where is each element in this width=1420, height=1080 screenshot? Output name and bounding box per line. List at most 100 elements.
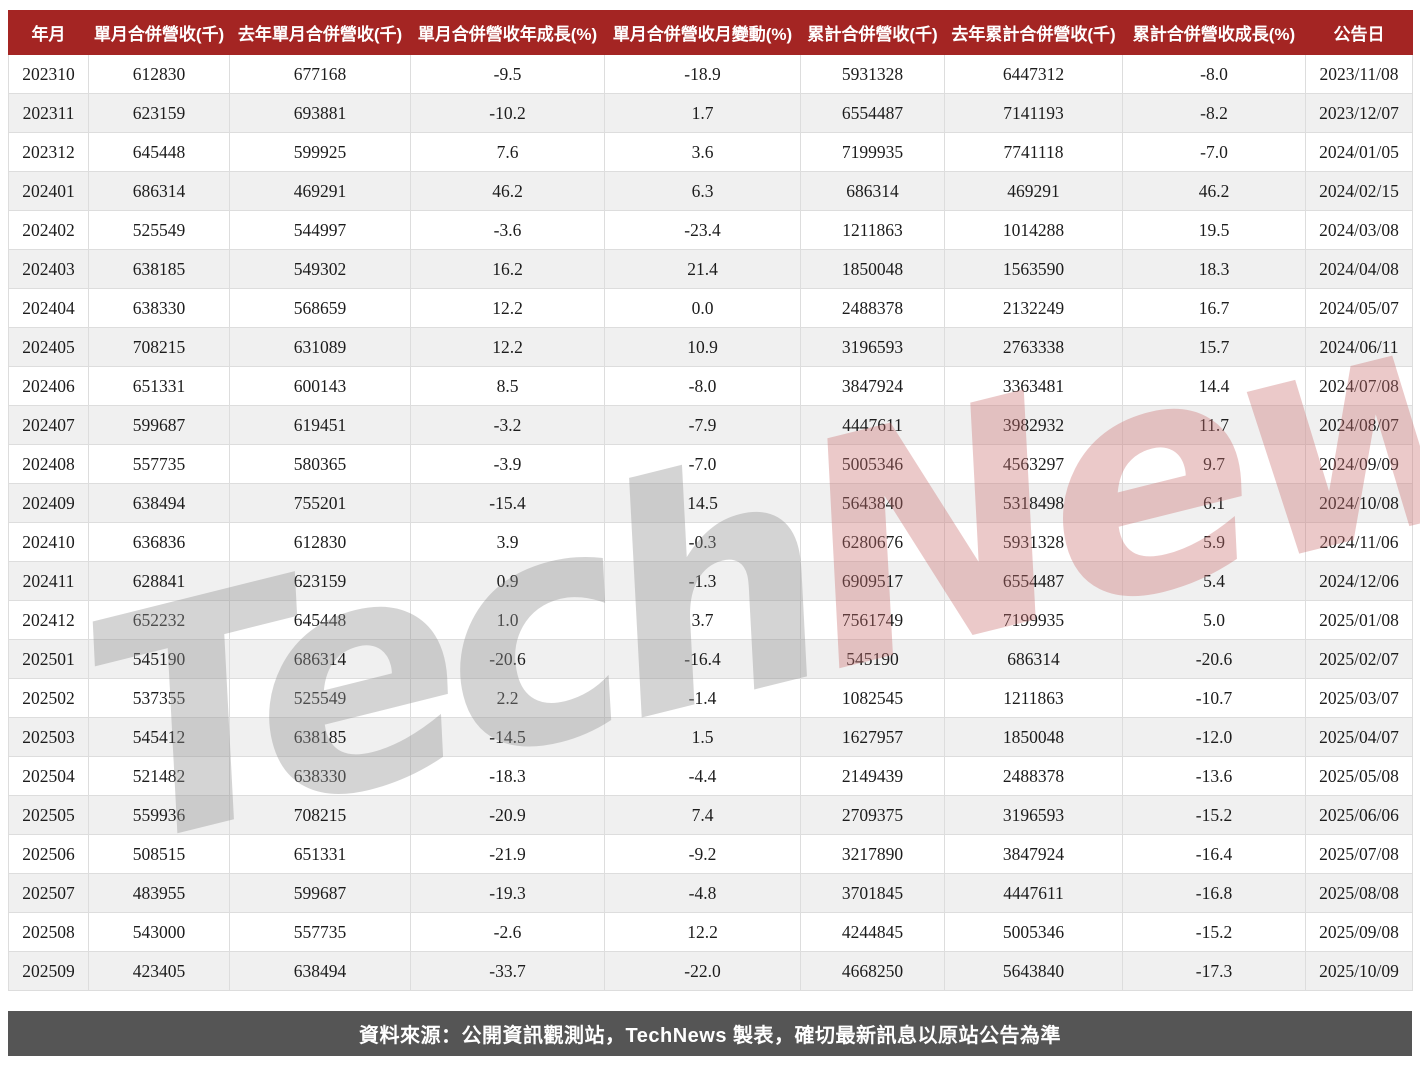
column-header-2: 去年單月合併營收(千) — [229, 10, 411, 55]
header-row: 年月 單月合併營收(千) 去年單月合併營收(千) 單月合併營收年成長(%) 單月合併營收… — [8, 10, 1413, 55]
table-cell: 525549 — [88, 210, 230, 250]
table-cell: 11.7 — [1122, 405, 1306, 445]
table-cell: 3701845 — [800, 873, 945, 913]
table-cell: 2025/04/07 — [1305, 717, 1413, 757]
table-cell: 638494 — [229, 951, 411, 991]
table-cell: 4447611 — [944, 873, 1123, 913]
table-cell: 599925 — [229, 132, 411, 172]
table-row: 202405 708215 631089 12.2 10.9 3196593 2763338… — [8, 327, 1413, 367]
table-cell: 2024/05/07 — [1305, 288, 1413, 328]
table-cell: 5643840 — [800, 483, 945, 523]
table-cell: 1082545 — [800, 678, 945, 718]
table-cell: 7141193 — [944, 93, 1123, 133]
table-cell: 686314 — [229, 639, 411, 679]
table-row: 202406 651331 600143 8.5 -8.0 3847924 3363481 1… — [8, 366, 1413, 406]
table-cell: 2025/10/09 — [1305, 951, 1413, 991]
table-cell: 2024/10/08 — [1305, 483, 1413, 523]
table-cell: 6909517 — [800, 561, 945, 601]
table-cell: 6.3 — [604, 171, 801, 211]
table-cell: -3.9 — [410, 444, 605, 484]
table-cell: 7.4 — [604, 795, 801, 835]
table-row: 202311 623159 693881 -10.2 1.7 6554487 7141193… — [8, 93, 1413, 133]
table-cell: 612830 — [88, 54, 230, 94]
source-note-text: 資料來源：公開資訊觀測站，TechNews 製表，確切最新訊息以原站公告為準 — [359, 1025, 1061, 1047]
table-cell: 202402 — [8, 210, 89, 250]
table-cell: 2709375 — [800, 795, 945, 835]
table-cell: 202507 — [8, 873, 89, 913]
table-cell: 202408 — [8, 444, 89, 484]
table-cell: 202401 — [8, 171, 89, 211]
table-cell: 708215 — [88, 327, 230, 367]
table-row: 202503 545412 638185 -14.5 1.5 1627957 1850048… — [8, 717, 1413, 757]
table-cell: -12.0 — [1122, 717, 1306, 757]
table-cell: 202502 — [8, 678, 89, 718]
table-cell: 5.0 — [1122, 600, 1306, 640]
table-cell: 645448 — [229, 600, 411, 640]
table-cell: -13.6 — [1122, 756, 1306, 796]
table-cell: 2024/04/08 — [1305, 249, 1413, 289]
table-cell: 2025/07/08 — [1305, 834, 1413, 874]
table-cell: 645448 — [88, 132, 230, 172]
table-cell: 1.5 — [604, 717, 801, 757]
table-cell: 7741118 — [944, 132, 1123, 172]
table-cell: 6280676 — [800, 522, 945, 562]
table-cell: 3847924 — [944, 834, 1123, 874]
table-cell: 686314 — [88, 171, 230, 211]
table-cell: 619451 — [229, 405, 411, 445]
table-cell: -18.3 — [410, 756, 605, 796]
table-row: 202411 628841 623159 0.9 -1.3 6909517 6554487 5… — [8, 561, 1413, 601]
table-cell: 202310 — [8, 54, 89, 94]
table-cell: 202407 — [8, 405, 89, 445]
table-cell: 686314 — [800, 171, 945, 211]
table-cell: -21.9 — [410, 834, 605, 874]
table-cell: 21.4 — [604, 249, 801, 289]
table-cell: 623159 — [229, 561, 411, 601]
table-cell: 2149439 — [800, 756, 945, 796]
table-cell: 677168 — [229, 54, 411, 94]
table-cell: -33.7 — [410, 951, 605, 991]
table-row: 202505 559936 708215 -20.9 7.4 2709375 3196593… — [8, 795, 1413, 835]
table-row: 202404 638330 568659 12.2 0.0 2488378 2132249 1… — [8, 288, 1413, 328]
table-cell: 202503 — [8, 717, 89, 757]
table-cell: 9.7 — [1122, 444, 1306, 484]
table-cell: -19.3 — [410, 873, 605, 913]
table-cell: -3.2 — [410, 405, 605, 445]
table-cell: 628841 — [88, 561, 230, 601]
table-cell: 3982932 — [944, 405, 1123, 445]
column-header-7: 累計合併營收成長(%) — [1122, 10, 1306, 55]
table-cell: 508515 — [88, 834, 230, 874]
table-cell: -8.0 — [604, 366, 801, 406]
table-cell: 202311 — [8, 93, 89, 133]
table-cell: 755201 — [229, 483, 411, 523]
table-cell: -16.4 — [1122, 834, 1306, 874]
table-cell: 5005346 — [944, 912, 1123, 952]
table-cell: 3196593 — [944, 795, 1123, 835]
table-cell: 16.7 — [1122, 288, 1306, 328]
table-cell: -20.6 — [1122, 639, 1306, 679]
table-cell: 2763338 — [944, 327, 1123, 367]
column-header-1: 單月合併營收(千) — [88, 10, 230, 55]
table-row: 202402 525549 544997 -3.6 -23.4 1211863 101428… — [8, 210, 1413, 250]
table-cell: 651331 — [229, 834, 411, 874]
table-cell: 708215 — [229, 795, 411, 835]
table-cell: 2023/11/08 — [1305, 54, 1413, 94]
table-cell: 12.2 — [604, 912, 801, 952]
table-cell: -10.7 — [1122, 678, 1306, 718]
table-cell: 612830 — [229, 522, 411, 562]
table-row: 202410 636836 612830 3.9 -0.3 6280676 5931328 5… — [8, 522, 1413, 562]
table-cell: 16.2 — [410, 249, 605, 289]
table-cell: 202403 — [8, 249, 89, 289]
table-cell: 483955 — [88, 873, 230, 913]
table-cell: 2132249 — [944, 288, 1123, 328]
table-cell: 521482 — [88, 756, 230, 796]
column-header-0: 年月 — [8, 10, 89, 55]
table-row: 202506 508515 651331 -21.9 -9.2 3217890 384792… — [8, 834, 1413, 874]
table-row: 202401 686314 469291 46.2 6.3 686314 469291 46.… — [8, 171, 1413, 211]
table-cell: 5318498 — [944, 483, 1123, 523]
table-cell: -0.3 — [604, 522, 801, 562]
table-cell: 1850048 — [944, 717, 1123, 757]
table-cell: 10.9 — [604, 327, 801, 367]
table-cell: -22.0 — [604, 951, 801, 991]
revenue-table: 年月 單月合併營收(千) 去年單月合併營收(千) 單月合併營收年成長(%) 單月合併營收… — [8, 10, 1413, 991]
table-cell: 545412 — [88, 717, 230, 757]
